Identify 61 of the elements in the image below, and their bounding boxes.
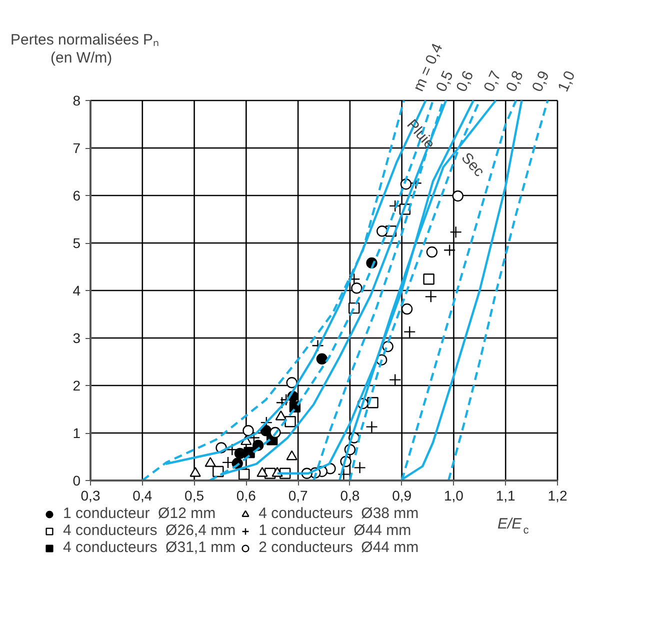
x-tick-label: 0,3	[80, 488, 100, 504]
legend-label: 1 conducteur Ø44 mm	[258, 522, 412, 539]
point	[388, 374, 402, 386]
point	[316, 353, 328, 364]
legend-label: 4 conducteurs Ø38 mm	[258, 505, 419, 522]
x-tick-label: 0,5	[184, 488, 204, 504]
y-tick-label: 5	[72, 235, 81, 251]
x-tick-label: 1,2	[548, 488, 568, 504]
point	[248, 432, 260, 444]
annotation: 1,0	[554, 68, 579, 94]
point	[366, 420, 378, 433]
point	[286, 450, 298, 460]
y-tick-label: 8	[72, 92, 81, 108]
point	[242, 425, 254, 436]
annotation: 0,9	[528, 68, 553, 94]
point	[238, 468, 250, 480]
point	[256, 467, 268, 477]
point	[284, 416, 296, 428]
x-tick-label: 0,8	[340, 488, 360, 504]
annotation: Sec	[458, 150, 488, 181]
y-tick-label: 3	[72, 330, 81, 346]
point	[312, 340, 324, 352]
y-tick-label: 4	[72, 282, 81, 298]
point	[376, 226, 388, 237]
point	[338, 468, 350, 480]
point	[426, 246, 438, 258]
annotation: 0,7	[480, 68, 505, 94]
y-tick-label: 7	[72, 140, 81, 156]
point	[404, 326, 416, 338]
x-tick-label: 0,9	[392, 488, 412, 504]
point	[388, 200, 402, 212]
annotation: 0,8	[502, 68, 527, 94]
point	[401, 303, 413, 315]
point	[275, 410, 287, 420]
point	[450, 226, 462, 238]
point	[244, 446, 255, 458]
point	[276, 396, 288, 409]
point	[423, 274, 434, 285]
legend-label: 4 conducteurs Ø31,1 mm	[63, 539, 236, 556]
x-tick-label: 0,7	[288, 488, 308, 504]
x-tick-label: 0,6	[236, 488, 256, 504]
point	[286, 377, 298, 388]
y-axis-title: Pertes normalisées Pₙ (en W/m)	[10, 32, 160, 66]
point	[351, 282, 362, 294]
point	[354, 462, 366, 474]
legend-label: 2 conducteurs Ø44 mm	[258, 539, 419, 556]
point	[424, 290, 437, 303]
legend-label: 1 conducteur Ø12 mm	[63, 505, 216, 522]
point	[452, 190, 464, 202]
line-series	[447, 99, 549, 482]
y-tick-label: 6	[72, 188, 81, 204]
y-tick-label: 1	[72, 425, 81, 441]
x-tick-label: 1,0	[444, 488, 464, 504]
point	[190, 467, 201, 477]
legend-label: 4 conducteurs Ø26,4 mm	[63, 522, 236, 539]
y-tick-label: 2	[72, 378, 81, 394]
point	[204, 457, 216, 467]
x-tick-label: 1,1	[496, 488, 516, 504]
y-tick-label: 0	[72, 472, 81, 488]
x-tick-label: 0,4	[132, 488, 152, 504]
point	[443, 244, 456, 256]
